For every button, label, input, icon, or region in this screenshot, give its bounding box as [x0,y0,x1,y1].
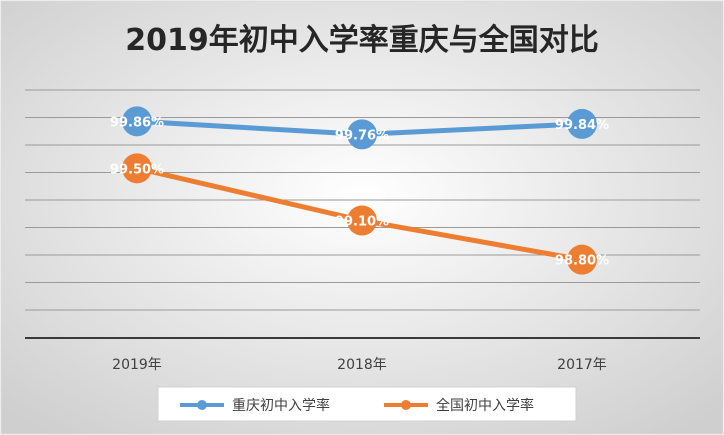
legend-item: 全国初中入学率 [384,397,534,414]
legend-marker-swatch [401,400,411,410]
x-tick-label: 2017年 [557,357,607,373]
legend: 重庆初中入学率 全国初中入学率 [157,386,577,422]
x-tick-label: 2018年 [337,357,387,373]
data-point-marker [567,244,597,275]
legend-box [157,386,577,422]
legend-label: 重庆初中入学率 [232,397,330,414]
series-1: 99.86% 99.76% 99.84% [110,106,609,150]
data-label: 99.76% [335,128,389,143]
x-tick-label: 2019年 [112,357,162,373]
data-point-marker [347,119,377,150]
legend-item: 重庆初中入学率 [180,397,330,414]
x-axis-tick-labels: 2019年 2018年 2017年 [112,357,607,373]
data-label: 99.84% [555,118,609,133]
chart-title: 2019年初中入学率重庆与全国对比 [125,23,599,58]
data-point-marker [122,153,152,184]
data-label: 99.50% [110,162,164,177]
series-2: 99.50% 99.10% 98.80% [110,153,609,275]
series-lines: 99.86% 99.76% 99.84% 99.50% 99.10% 98.80% [110,106,609,275]
legend-marker-swatch [197,400,207,410]
data-point-marker [347,205,377,236]
legend-label: 全国初中入学率 [436,397,534,414]
data-label: 98.80% [555,254,609,269]
data-label: 99.86% [110,115,164,130]
data-point-marker [122,106,152,137]
data-label: 99.10% [335,215,389,230]
data-point-marker [567,108,597,139]
